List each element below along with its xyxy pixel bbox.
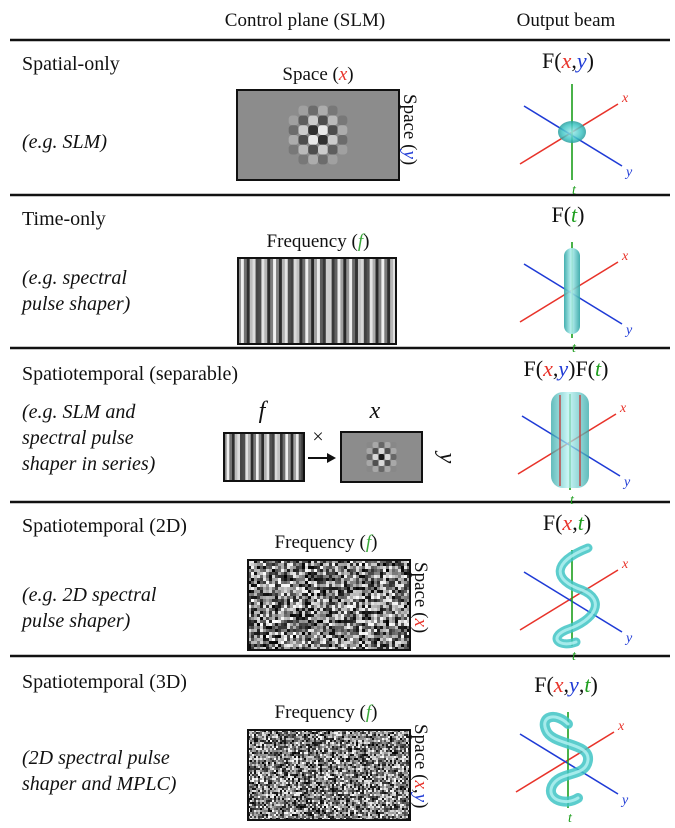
row-example-line-1: (e.g. SLM and xyxy=(22,401,136,423)
slm-pattern-random-3d xyxy=(247,729,411,821)
beam-bundle xyxy=(551,392,589,488)
t-axis-label: t xyxy=(570,493,575,508)
beam-helix xyxy=(552,543,600,649)
output-formula: F(x,y,t) xyxy=(534,672,598,697)
t-axis-label: t xyxy=(572,183,577,198)
y-axis xyxy=(519,733,619,795)
beam-knot xyxy=(539,711,593,807)
row-spatial-only: Spatial-only (e.g. SLM) Space (x) Space … xyxy=(22,48,633,198)
row-title: Spatiotemporal (3D) xyxy=(22,671,187,693)
y-axis-label: y xyxy=(622,475,631,490)
row-2d: Spatiotemporal (2D) (e.g. 2D spectral pu… xyxy=(20,510,633,664)
times-symbol: × xyxy=(312,426,323,448)
row-example: (e.g. SLM) xyxy=(22,131,107,153)
arrow xyxy=(308,453,336,463)
row-example-line-1: (2D spectral pulse xyxy=(22,747,170,769)
control-top-label: Frequency (f) xyxy=(275,702,378,723)
row-example-line-3: shaper in series) xyxy=(22,453,156,475)
t-axis-label: t xyxy=(572,341,577,356)
header-control-plane: Control plane (SLM) xyxy=(225,10,385,31)
y-axis-label: y xyxy=(624,631,633,646)
row-example-line-1: (e.g. 2D spectral xyxy=(22,584,157,606)
row-example-line-2: pulse shaper) xyxy=(20,293,131,315)
y-axis xyxy=(523,571,623,633)
y-axis-label: y xyxy=(624,323,633,338)
control-side-label: Space (x) xyxy=(410,562,431,633)
var-x: x xyxy=(369,398,381,424)
slm-pattern-random-2d xyxy=(247,559,411,651)
var-f: f xyxy=(259,398,269,424)
control-top-label: Frequency (f) xyxy=(275,532,378,553)
control-side-label: Space (x,y) xyxy=(410,724,431,808)
slm-pattern-spatial xyxy=(236,89,400,181)
x-axis-label: x xyxy=(619,401,627,416)
slm-pattern-spectral xyxy=(237,257,397,345)
output-formula: F(t) xyxy=(551,202,584,227)
row-example-line-1: (e.g. spectral xyxy=(22,267,127,289)
row-example-line-2: shaper and MPLC) xyxy=(22,773,177,795)
output-formula: F(x,y)F(t) xyxy=(524,356,609,381)
row-3d: Spatiotemporal (3D) (2D spectral pulse s… xyxy=(22,671,629,826)
row-title: Time-only xyxy=(22,208,106,230)
row-title: Spatial-only xyxy=(22,53,120,75)
slm-pattern-spectral-small xyxy=(223,432,305,482)
var-y: y xyxy=(434,451,460,464)
row-example-line-2: spectral pulse xyxy=(22,427,134,449)
control-top-label: Space (x) xyxy=(282,64,353,85)
slm-pattern-spatial-small xyxy=(340,431,423,483)
beam-spot xyxy=(558,121,586,143)
output-formula: F(x,t) xyxy=(543,510,591,535)
y-axis-label: y xyxy=(620,793,629,808)
row-time-only: Time-only (e.g. spectral pulse shaper) F… xyxy=(20,202,633,356)
row-title: Spatiotemporal (2D) xyxy=(22,515,187,537)
x-axis-label: x xyxy=(621,91,629,106)
axes-3d: x y t xyxy=(519,550,633,664)
t-axis-label: t xyxy=(568,811,573,826)
control-top-label: Frequency (f) xyxy=(267,231,370,252)
t-axis-label: t xyxy=(572,649,577,664)
y-axis-label: y xyxy=(624,165,633,180)
beam-pulse xyxy=(564,248,580,334)
x-axis-label: x xyxy=(621,557,629,572)
x-axis-label: x xyxy=(621,249,629,264)
header-output-beam: Output beam xyxy=(517,10,616,31)
x-axis-label: x xyxy=(617,719,625,734)
control-side-label: Space (y) xyxy=(399,94,420,165)
row-separable: Spatiotemporal (separable) (e.g. SLM and… xyxy=(22,356,631,508)
output-formula: F(x,y) xyxy=(542,48,594,73)
row-title: Spatiotemporal (separable) xyxy=(22,363,238,385)
row-example-line-2: pulse shaper) xyxy=(20,610,131,632)
